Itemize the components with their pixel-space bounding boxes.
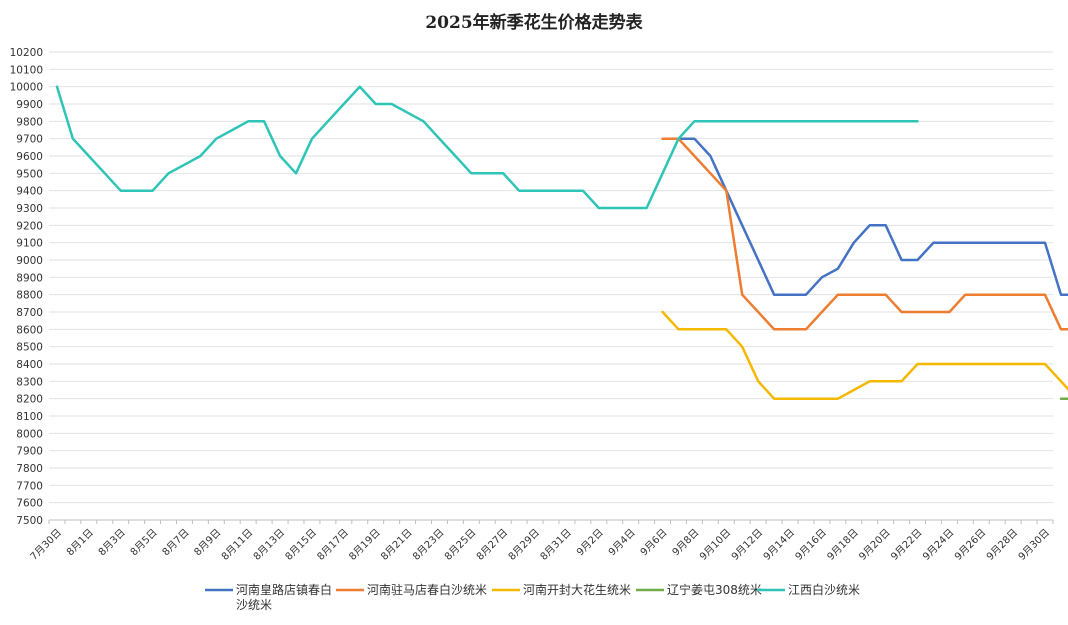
y-tick-label: 8100 xyxy=(16,411,43,423)
y-tick-label: 9200 xyxy=(16,220,43,232)
y-tick-label: 9300 xyxy=(16,203,43,215)
y-tick-label: 8700 xyxy=(16,307,43,319)
legend-label-4: 辽宁姜屯308统米 xyxy=(667,582,762,597)
x-tick-label: 7月30日 xyxy=(28,527,64,563)
y-tick-label: 7900 xyxy=(16,446,43,458)
y-tick-label: 9400 xyxy=(16,186,43,198)
x-tick-label: 8月7日 xyxy=(160,527,192,559)
x-tick-label: 8月17日 xyxy=(315,527,351,563)
series-line-2 xyxy=(661,137,1068,331)
y-tick-label: 7600 xyxy=(16,498,43,510)
y-axis: 7500 7600 7700 7800 7900 8000 8100 8200 8300 8400… xyxy=(10,47,43,527)
x-tick-label: 9月26日 xyxy=(952,527,988,563)
x-tick-label: 8月13日 xyxy=(251,527,287,563)
x-tick-label: 9月20日 xyxy=(857,527,893,563)
y-tick-label: 9800 xyxy=(16,116,43,128)
x-tick-label: 8月19日 xyxy=(347,527,383,563)
y-tick-label: 8900 xyxy=(16,272,43,284)
y-tick-label: 9900 xyxy=(16,99,43,111)
x-tick-label: 9月6日 xyxy=(638,527,670,559)
x-tick-label: 9月12日 xyxy=(729,527,765,563)
x-tick-label: 9月14日 xyxy=(761,527,797,563)
x-tick-label: 8月5日 xyxy=(128,527,160,559)
x-tick-label: 9月2日 xyxy=(574,527,606,559)
x-tick-label: 8月11日 xyxy=(219,527,255,563)
x-tick-label: 9月10日 xyxy=(697,527,733,563)
x-tick-label: 9月18日 xyxy=(825,527,861,563)
x-tick-label: 9月24日 xyxy=(920,527,956,563)
legend-label-1: 河南皇路店镇春白 xyxy=(236,582,332,597)
y-tick-label: 9700 xyxy=(16,134,43,146)
x-tick-label: 8月9日 xyxy=(192,527,224,559)
y-tick-label: 9600 xyxy=(16,151,43,163)
y-tick-label: 9000 xyxy=(16,255,43,267)
x-tick-label: 9月30日 xyxy=(1016,527,1052,563)
y-tick-label: 10100 xyxy=(10,64,43,76)
legend-label-5: 江西白沙统米 xyxy=(788,582,860,597)
x-tick-label: 8月21日 xyxy=(379,527,415,563)
series-line-3 xyxy=(661,310,1068,400)
y-tick-label: 7700 xyxy=(16,480,43,492)
y-tick-label: 8300 xyxy=(16,376,43,388)
y-tick-label: 9100 xyxy=(16,238,43,250)
x-tick-label: 8月3日 xyxy=(96,527,128,559)
x-tick-label: 9月8日 xyxy=(670,527,702,559)
y-tick-label: 8000 xyxy=(16,428,43,440)
x-tick-label: 9月22日 xyxy=(888,527,924,563)
x-tick-label: 8月31日 xyxy=(538,527,574,563)
x-axis: 7月30日 8月1日 8月3日 8月5日 8月7日 8月9日8月11日8月13日8月15日… xyxy=(28,519,1054,563)
series-group xyxy=(55,85,1068,400)
y-tick-label: 10000 xyxy=(10,82,43,94)
y-tick-label: 10200 xyxy=(10,47,43,59)
x-tick-label: 8月15日 xyxy=(283,527,319,563)
x-tick-label: 8月25日 xyxy=(442,527,478,563)
y-tick-label: 8500 xyxy=(16,342,43,354)
y-tick-label: 9500 xyxy=(16,168,43,180)
series-line-5 xyxy=(55,85,919,210)
y-tick-label: 7500 xyxy=(16,515,43,527)
series-line-1 xyxy=(677,137,1068,296)
x-tick-label: 9月16日 xyxy=(793,527,829,563)
y-tick-label: 8400 xyxy=(16,359,43,371)
x-tick-label: 8月27日 xyxy=(474,527,510,563)
x-tick-label: 8月23日 xyxy=(410,527,446,563)
legend-label-3: 河南开封大花生统米 xyxy=(523,582,631,597)
y-tick-label: 7800 xyxy=(16,463,43,475)
x-tick-label: 8月29日 xyxy=(506,527,542,563)
chart-title: 2025年新季花生价格走势表 xyxy=(425,12,643,33)
legend-label-2: 河南驻马店春白沙统米 xyxy=(367,582,487,597)
x-tick-label: 8月1日 xyxy=(64,527,96,559)
x-tick-label: 9月4日 xyxy=(606,527,638,559)
y-tick-label: 8200 xyxy=(16,394,43,406)
x-tick-label: 9月28日 xyxy=(984,527,1020,563)
y-tick-label: 8800 xyxy=(16,290,43,302)
y-tick-label: 8600 xyxy=(16,324,43,336)
legend-label-1: 沙统米 xyxy=(236,598,272,612)
